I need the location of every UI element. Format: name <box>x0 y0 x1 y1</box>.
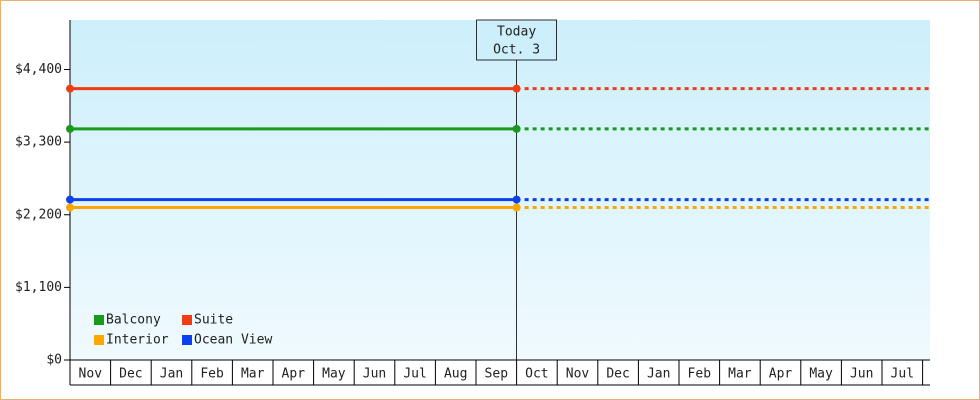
x-tick-label: Dec <box>606 367 629 382</box>
legend-swatch <box>182 335 192 345</box>
legend-label: Suite <box>194 313 233 328</box>
x-tick-label: Nov <box>79 367 103 382</box>
series-point <box>512 195 521 204</box>
y-tick-label: $1,100 <box>15 280 62 295</box>
x-tick-label: Dec <box>119 367 142 382</box>
legend-swatch <box>94 315 104 325</box>
legend-swatch <box>94 335 104 345</box>
y-tick-label: $4,400 <box>15 62 62 77</box>
series-point <box>512 124 521 133</box>
x-tick-label: Jan <box>160 367 183 382</box>
x-tick-label: Jul <box>891 367 914 382</box>
x-tick-label: May <box>809 367 833 382</box>
legend-label: Ocean View <box>194 333 272 348</box>
legend-label: Balcony <box>106 313 161 328</box>
legend-label: Interior <box>106 333 169 348</box>
series-point <box>512 84 521 93</box>
x-tick-label: Jun <box>850 367 873 382</box>
x-tick-label: Oct <box>525 367 548 382</box>
x-tick-label: Apr <box>769 367 793 382</box>
series-point <box>66 84 74 93</box>
y-tick-label: $0 <box>46 353 62 368</box>
x-tick-label: Jun <box>363 367 386 382</box>
y-tick-label: $2,200 <box>15 207 62 222</box>
x-tick-label: Mar <box>241 367 265 382</box>
x-tick-label: Nov <box>566 367 590 382</box>
x-tick-label: Feb <box>688 367 712 382</box>
x-tick-label: May <box>322 367 346 382</box>
x-tick-label: Mar <box>728 367 752 382</box>
plot-area <box>70 20 930 360</box>
today-label: Today <box>497 25 536 40</box>
x-tick-label: Apr <box>282 367 306 382</box>
today-box <box>476 19 558 61</box>
series-point <box>66 124 74 133</box>
today-label: Oct. 3 <box>493 43 540 58</box>
x-tick-label: Jul <box>403 367 426 382</box>
series-point <box>66 195 74 204</box>
series-point <box>512 203 521 212</box>
x-tick-label: Feb <box>200 367 224 382</box>
legend-swatch <box>182 315 192 325</box>
y-tick-label: $3,300 <box>15 135 62 150</box>
x-tick-label: Aug <box>444 367 467 382</box>
x-tick-label: Jan <box>647 367 670 382</box>
series-point <box>66 203 74 212</box>
x-tick-label: Sep <box>485 367 509 382</box>
